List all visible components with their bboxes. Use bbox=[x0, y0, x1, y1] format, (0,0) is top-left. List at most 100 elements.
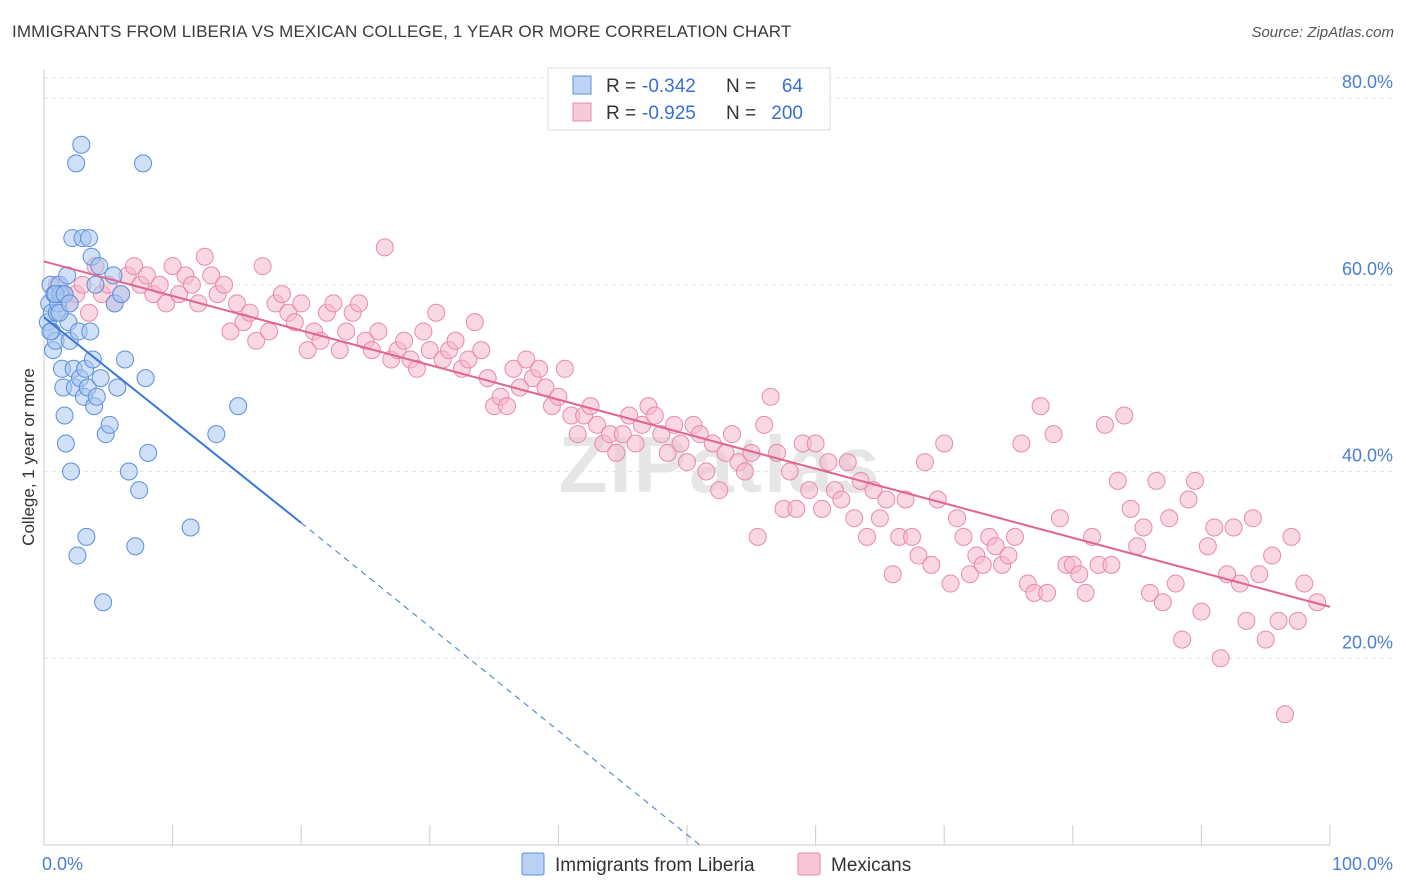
legend-n-label-0: N = bbox=[726, 76, 756, 97]
point-1-163 bbox=[1095, 415, 1114, 434]
point-1-94 bbox=[652, 425, 671, 444]
point-0-23 bbox=[67, 154, 86, 173]
point-1-179 bbox=[1198, 537, 1217, 556]
point-1-141 bbox=[954, 527, 973, 546]
point-0-49 bbox=[116, 350, 135, 369]
y-axis-label: College, 1 year or more bbox=[19, 368, 38, 546]
point-0-55 bbox=[139, 443, 158, 462]
point-1-50 bbox=[369, 322, 388, 341]
point-1-142 bbox=[960, 565, 979, 584]
point-1-105 bbox=[723, 425, 742, 444]
point-1-173 bbox=[1160, 509, 1179, 528]
point-1-111 bbox=[761, 387, 780, 406]
point-1-71 bbox=[504, 359, 523, 378]
legend-r-label-1: R = bbox=[606, 103, 636, 124]
point-1-148 bbox=[999, 546, 1018, 565]
trend-lines bbox=[43, 260, 1331, 846]
point-1-21 bbox=[182, 275, 201, 294]
point-0-56 bbox=[181, 518, 200, 537]
point-1-75 bbox=[530, 359, 549, 378]
series-legend-swatch-1 bbox=[797, 852, 821, 876]
trend-line-0 bbox=[43, 316, 302, 524]
point-1-124 bbox=[845, 509, 864, 528]
point-1-132 bbox=[896, 490, 915, 509]
legend-r-label-0: R = bbox=[606, 76, 636, 97]
point-0-63 bbox=[41, 322, 60, 341]
point-1-155 bbox=[1044, 425, 1063, 444]
point-1-57 bbox=[414, 322, 433, 341]
point-1-186 bbox=[1243, 509, 1262, 528]
point-1-180 bbox=[1205, 518, 1224, 537]
point-1-139 bbox=[941, 574, 960, 593]
point-1-194 bbox=[1295, 574, 1314, 593]
point-1-185 bbox=[1237, 611, 1256, 630]
legend-n-value-0: 64 bbox=[782, 76, 804, 97]
point-1-195 bbox=[1308, 593, 1327, 612]
correlation-legend: R = -0.342 N = 64 R = -0.925 N = 200 bbox=[547, 67, 831, 131]
point-1-122 bbox=[832, 490, 851, 509]
point-1-66 bbox=[472, 341, 491, 360]
point-0-14 bbox=[55, 406, 74, 425]
point-0-42 bbox=[94, 593, 113, 612]
point-1-87 bbox=[607, 443, 626, 462]
point-1-134 bbox=[909, 546, 928, 565]
y-tick-label-2: 60.0% bbox=[1342, 259, 1393, 279]
point-1-188 bbox=[1256, 630, 1275, 649]
point-1-192 bbox=[1282, 527, 1301, 546]
point-1-14 bbox=[137, 266, 156, 285]
point-1-128 bbox=[870, 509, 889, 528]
point-1-140 bbox=[948, 509, 967, 528]
data-points bbox=[38, 135, 1327, 724]
point-0-27 bbox=[72, 135, 91, 154]
point-1-56 bbox=[407, 359, 426, 378]
point-1-168 bbox=[1128, 537, 1147, 556]
point-1-170 bbox=[1140, 583, 1159, 602]
point-1-166 bbox=[1115, 406, 1134, 425]
point-1-119 bbox=[813, 499, 832, 518]
point-1-169 bbox=[1134, 518, 1153, 537]
x-tick-labels: 0.0% 100.0% bbox=[42, 854, 1393, 874]
point-1-118 bbox=[806, 434, 825, 453]
point-1-159 bbox=[1070, 565, 1089, 584]
grid-lines bbox=[44, 77, 1392, 659]
point-1-24 bbox=[202, 266, 221, 285]
point-1-101 bbox=[697, 462, 716, 481]
series-1-points bbox=[47, 238, 1327, 724]
point-1-110 bbox=[755, 415, 774, 434]
point-1-65 bbox=[465, 313, 484, 332]
point-1-181 bbox=[1211, 649, 1230, 668]
point-1-176 bbox=[1179, 490, 1198, 509]
point-1-97 bbox=[671, 434, 690, 453]
point-0-36 bbox=[83, 350, 102, 369]
x-tick-label-1: 100.0% bbox=[1332, 854, 1393, 874]
point-0-41 bbox=[91, 369, 110, 388]
trend-line-extension-0 bbox=[300, 522, 701, 846]
point-1-32 bbox=[253, 257, 272, 276]
series-legend: Immigrants from Liberia Mexicans bbox=[521, 852, 911, 876]
point-1-117 bbox=[800, 481, 819, 500]
point-1-177 bbox=[1185, 471, 1204, 490]
point-1-45 bbox=[337, 322, 356, 341]
point-1-164 bbox=[1102, 555, 1121, 574]
point-1-18 bbox=[163, 257, 182, 276]
point-1-28 bbox=[227, 294, 246, 313]
point-1-98 bbox=[678, 453, 696, 472]
point-0-50 bbox=[119, 462, 138, 481]
point-1-149 bbox=[1005, 527, 1024, 546]
point-1-43 bbox=[324, 294, 343, 313]
point-1-114 bbox=[780, 462, 799, 481]
point-1-73 bbox=[517, 350, 536, 369]
point-1-136 bbox=[922, 555, 941, 574]
legend-r-value-1: -0.925 bbox=[642, 103, 696, 124]
point-0-15 bbox=[56, 434, 75, 453]
point-1-95 bbox=[658, 443, 677, 462]
point-1-62 bbox=[446, 331, 465, 350]
point-1-165 bbox=[1108, 471, 1127, 490]
point-0-34 bbox=[81, 322, 100, 341]
point-0-31 bbox=[77, 527, 96, 546]
point-1-171 bbox=[1147, 471, 1166, 490]
axes bbox=[43, 70, 1331, 846]
y-tick-label-0: 20.0% bbox=[1342, 632, 1393, 652]
point-1-154 bbox=[1038, 583, 1057, 602]
point-0-47 bbox=[108, 378, 127, 397]
